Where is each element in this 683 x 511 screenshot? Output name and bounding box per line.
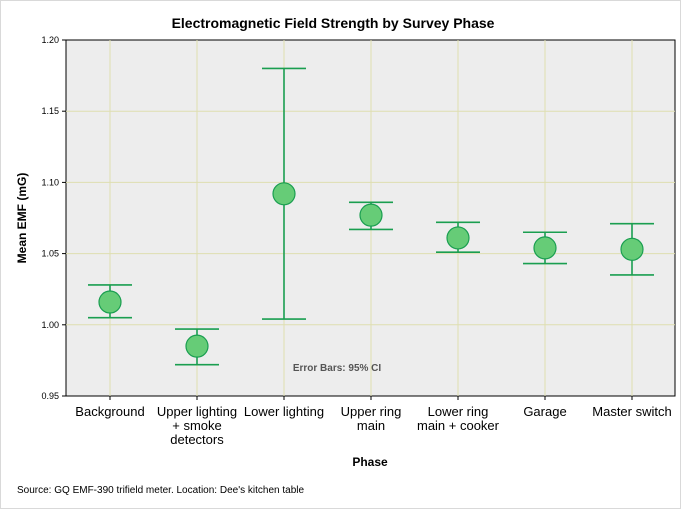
chart-title: Electromagnetic Field Strength by Survey…	[172, 15, 495, 31]
grid	[66, 40, 675, 396]
y-tick-label: 1.20	[41, 35, 59, 45]
x-tick-label: Lower ring main + cooker	[417, 404, 500, 433]
y-axis-label: Mean EMF (mG)	[15, 173, 29, 264]
x-tick-label: Upper ring main	[341, 404, 402, 433]
x-tick-label: Upper lighting + smoke detectors	[157, 404, 237, 447]
mean-marker	[446, 226, 470, 250]
x-tick-label-line: Upper lighting	[157, 404, 237, 419]
mean-marker	[185, 334, 209, 358]
mean-marker	[359, 203, 383, 227]
y-tick-label: 1.05	[41, 249, 59, 259]
x-axis-label: Phase	[352, 455, 388, 469]
mean-marker	[533, 236, 557, 260]
x-tick-label-line: detectors	[170, 432, 224, 447]
x-axis: Background Upper lighting + smoke detectors…	[75, 396, 672, 447]
series	[88, 67, 654, 366]
mean-marker	[620, 237, 644, 261]
x-tick-label-line: Upper ring	[341, 404, 402, 419]
x-tick-label-line: Master switch	[592, 404, 671, 419]
source-note: Source: GQ EMF-390 trifield meter. Locat…	[17, 485, 304, 496]
x-tick-label-line: Background	[75, 404, 144, 419]
y-tick-label: 1.00	[41, 320, 59, 330]
x-tick-label-line: Lower ring	[428, 404, 489, 419]
mean-marker	[272, 182, 296, 206]
y-tick-label: 0.95	[41, 391, 59, 401]
x-tick-label: Master switch	[592, 404, 671, 419]
x-tick-label: Garage	[523, 404, 566, 419]
y-tick-label: 1.10	[41, 177, 59, 187]
y-axis: 0.95 1.00 1.05 1.10 1.15 1.20	[41, 35, 66, 401]
y-tick-label: 1.15	[41, 106, 59, 116]
mean-marker	[98, 290, 122, 314]
x-tick-label-line: main + cooker	[417, 418, 500, 433]
x-tick-label-line: main	[357, 418, 385, 433]
x-tick-label-line: Garage	[523, 404, 566, 419]
x-tick-label: Background	[75, 404, 144, 419]
x-tick-label-line: Lower lighting	[244, 404, 324, 419]
x-tick-label: Lower lighting	[244, 404, 324, 419]
errorbar-annotation: Error Bars: 95% CI	[293, 363, 382, 374]
x-tick-label-line: + smoke	[172, 418, 222, 433]
